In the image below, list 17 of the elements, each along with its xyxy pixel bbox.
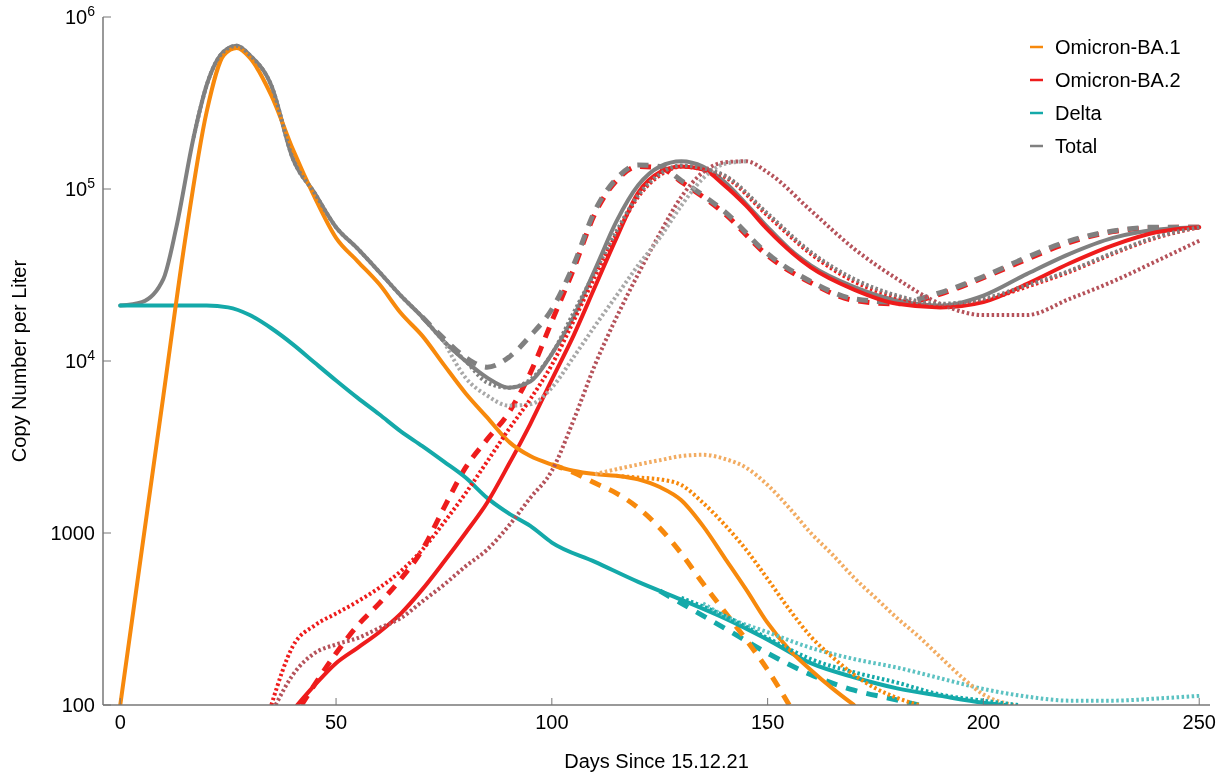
y-tick-label: 100: [61, 694, 95, 716]
y-tick-label: 10$^{5}$: [64, 175, 96, 200]
y-tick-label: 10$^{4}$: [64, 347, 96, 372]
x-tick-label: 100: [535, 711, 569, 733]
x-tick-label: 0: [114, 711, 126, 733]
y-tick-label: 1000: [50, 522, 95, 544]
legend-label: Delta: [1055, 102, 1103, 124]
y-axis-title: Copy Number per Liter: [8, 259, 30, 463]
legend-label: Omicron-BA.1: [1055, 36, 1181, 58]
legend-label: Omicron-BA.2: [1055, 69, 1181, 91]
x-axis-title: Days Since 15.12.21: [564, 750, 749, 772]
x-tick-label: 50: [324, 711, 348, 733]
x-tick-label: 200: [966, 711, 1001, 733]
legend-label: Total: [1055, 135, 1098, 157]
x-tick-label: 150: [750, 711, 785, 733]
x-tick-label: 250: [1182, 711, 1216, 733]
y-tick-label: 10$^{6}$: [64, 3, 96, 28]
